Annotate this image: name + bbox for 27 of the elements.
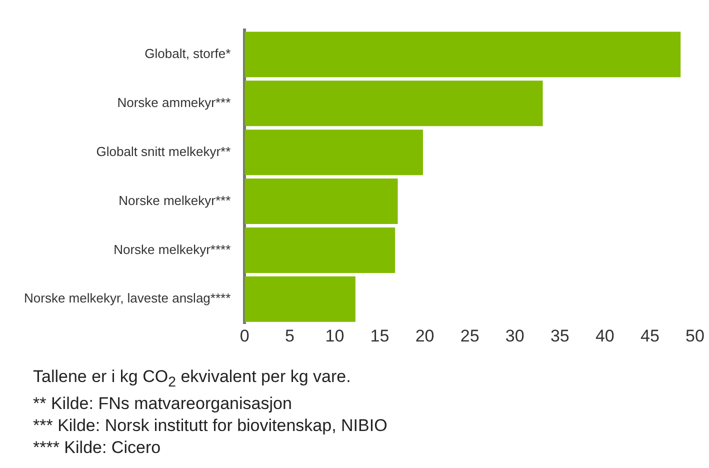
x-tick-label: 35	[550, 326, 570, 346]
y-tick-label: Norske melkekyr, laveste anslag****	[24, 290, 231, 306]
text: Tallene er i kg CO$_{2}$ ekvivalent per kg vare.	[33, 366, 352, 392]
y-tick-label: Norske melkekyr***	[118, 192, 231, 208]
x-tick-label: 45	[640, 326, 660, 346]
bar	[244, 80, 543, 126]
x-tick-label: 50	[686, 326, 704, 346]
y-tick-label: Norske ammekyr***	[117, 94, 231, 110]
x-tick-label: 20	[415, 326, 434, 346]
bar	[244, 32, 681, 78]
y-tick-label: Norske melkekyr****	[114, 242, 231, 257]
bar	[244, 130, 423, 176]
x-tick-label: 25	[460, 326, 480, 346]
x-tick-label: 40	[595, 326, 614, 346]
x-tick-label: 15	[370, 326, 390, 346]
x-tick-label: 5	[284, 326, 294, 346]
text: **** Kilde: Cicero	[33, 437, 162, 460]
bar	[244, 178, 398, 224]
text: *** Kilde: Norsk institutt for biovitenskap, NIBIO	[33, 415, 388, 438]
y-tick-label: Globalt, storfe*	[144, 46, 231, 62]
x-tick-label: 10	[325, 326, 344, 346]
bar	[244, 227, 396, 273]
y-tick-label: Globalt snitt melkekyr**	[96, 144, 231, 159]
x-tick-label: 0	[240, 326, 250, 346]
bar	[244, 276, 356, 322]
text: ** Kilde: FNs matvareorganisasjon	[33, 393, 293, 416]
x-tick-label: 30	[505, 326, 524, 346]
